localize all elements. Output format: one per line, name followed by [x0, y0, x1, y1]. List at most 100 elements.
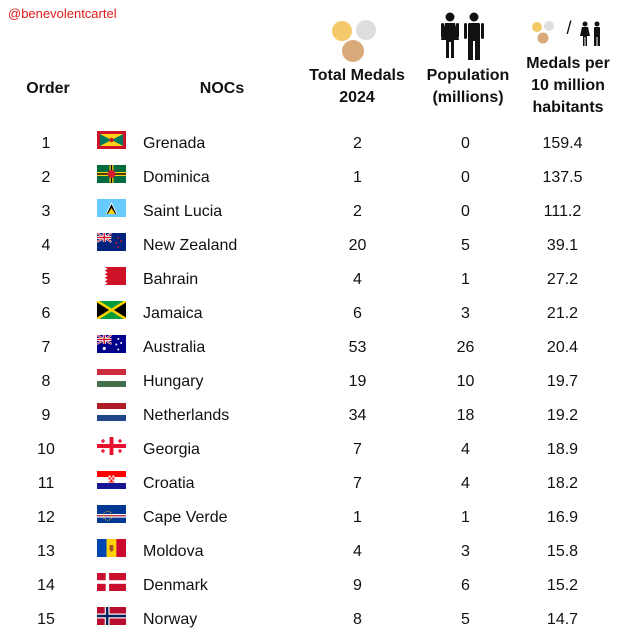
table-row: 4 New Zealand 20 5 39.1 — [0, 228, 640, 262]
table-row: 9 Netherlands 34 18 19.2 — [0, 398, 640, 432]
row-order: 3 — [41, 203, 51, 220]
row-order: 11 — [37, 475, 55, 492]
row-total-medals: 19 — [348, 373, 367, 390]
header-nocs: NOCs — [199, 80, 245, 97]
row-total-medals: 7 — [353, 441, 362, 458]
row-order: 14 — [37, 577, 55, 594]
row-order: 2 — [41, 169, 51, 186]
table-row: 8 Hungary 19 10 19.7 — [0, 364, 640, 398]
row-population: 10 — [456, 373, 475, 390]
table-row: 5 Bahrain 4 1 27.2 — [0, 262, 640, 296]
row-population: 4 — [461, 475, 470, 492]
cape-verde-flag — [97, 505, 126, 523]
header-order: Order — [26, 80, 70, 97]
row-order: 12 — [37, 509, 55, 526]
row-noc-name: Croatia — [143, 475, 195, 492]
grenada-flag — [97, 131, 126, 149]
header-total-medals: Total Medals 2024 — [302, 65, 412, 109]
medals-icon — [332, 20, 376, 62]
row-medals-per-10m: 16.9 — [546, 509, 579, 526]
row-medals-per-10m: 21.2 — [546, 305, 579, 322]
table-row: 1 Grenada 2 0 159.4 — [0, 126, 640, 160]
new-zealand-flag — [97, 233, 126, 251]
ratio-separator: / — [566, 18, 572, 38]
row-medals-per-10m: 18.9 — [546, 441, 579, 458]
header-rate-line2: 10 million — [531, 77, 605, 94]
row-noc-name: Hungary — [143, 373, 204, 390]
row-noc-name: Moldova — [143, 543, 204, 560]
row-noc-name: New Zealand — [143, 237, 238, 254]
row-total-medals: 2 — [353, 135, 362, 152]
dominica-flag — [97, 165, 126, 183]
row-total-medals: 7 — [353, 475, 362, 492]
row-population: 5 — [461, 237, 470, 254]
row-medals-per-10m: 20.4 — [546, 339, 579, 356]
row-order: 4 — [41, 237, 51, 254]
header-total-line1: Total Medals — [309, 67, 405, 84]
row-population: 26 — [456, 339, 475, 356]
row-medals-per-10m: 111.2 — [543, 203, 582, 220]
header-total-line2: 2024 — [339, 89, 375, 106]
row-population: 0 — [461, 169, 470, 186]
row-noc-name: Netherlands — [143, 407, 230, 424]
table-row: 15 Norway 8 5 14.7 — [0, 602, 640, 636]
australia-flag — [97, 335, 126, 353]
row-total-medals: 34 — [348, 407, 367, 424]
table-row: 10 Georgia 7 4 18.9 — [0, 432, 640, 466]
saint-lucia-flag — [97, 199, 126, 217]
row-noc-name: Saint Lucia — [143, 203, 223, 220]
row-medals-per-10m: 39.1 — [546, 237, 579, 254]
table-row: 2 Dominica 1 0 137.5 — [0, 160, 640, 194]
table-row: 3 Saint Lucia 2 0 111.2 — [0, 194, 640, 228]
header-medals-per-10m: Medals per 10 million habitants — [518, 53, 618, 119]
row-order: 8 — [41, 373, 51, 390]
table-row: 11 Croatia 7 4 18.2 — [0, 466, 640, 500]
denmark-flag — [97, 573, 126, 591]
watermark: @benevolentcartel — [8, 6, 117, 21]
bahrain-flag — [97, 267, 126, 285]
row-order: 15 — [37, 611, 55, 628]
table-row: 7 Australia 53 26 20.4 — [0, 330, 640, 364]
row-total-medals: 1 — [353, 509, 362, 526]
row-population: 1 — [461, 509, 470, 526]
row-order: 9 — [41, 407, 51, 424]
row-order: 1 — [41, 135, 51, 152]
row-medals-per-10m: 19.7 — [546, 373, 579, 390]
row-population: 3 — [461, 305, 470, 322]
row-total-medals: 9 — [353, 577, 362, 594]
hungary-flag — [97, 369, 126, 387]
row-order: 6 — [41, 305, 51, 322]
georgia-flag — [97, 437, 126, 455]
row-medals-per-10m: 137.5 — [542, 169, 583, 186]
row-medals-per-10m: 19.2 — [546, 407, 579, 424]
row-medals-per-10m: 159.4 — [542, 135, 583, 152]
table-row: 6 Jamaica 6 3 21.2 — [0, 296, 640, 330]
row-population: 4 — [461, 441, 470, 458]
row-medals-per-10m: 14.7 — [546, 611, 579, 628]
row-total-medals: 20 — [348, 237, 367, 254]
man-woman-icon — [441, 12, 484, 60]
row-noc-name: Cape Verde — [143, 509, 228, 526]
table-row: 12 Cape Verde 1 1 16.9 — [0, 500, 640, 534]
jamaica-flag — [97, 301, 126, 319]
row-total-medals: 2 — [353, 203, 362, 220]
row-noc-name: Georgia — [143, 441, 200, 458]
row-medals-per-10m: 27.2 — [546, 271, 579, 288]
row-noc-name: Australia — [143, 339, 206, 356]
row-noc-name: Jamaica — [143, 305, 203, 322]
medals-per-people-icon — [532, 21, 600, 46]
row-population: 6 — [461, 577, 470, 594]
table-row: 13 Moldova 4 3 15.8 — [0, 534, 640, 568]
table-row: 14 Denmark 9 6 15.2 — [0, 568, 640, 602]
row-noc-name: Dominica — [143, 169, 210, 186]
row-medals-per-10m: 18.2 — [546, 475, 579, 492]
row-population: 5 — [461, 611, 470, 628]
row-order: 5 — [41, 271, 51, 288]
header-rate-line3: habitants — [532, 99, 604, 116]
row-total-medals: 6 — [353, 305, 362, 322]
row-medals-per-10m: 15.2 — [546, 577, 579, 594]
row-population: 18 — [456, 407, 475, 424]
header-pop-line1: Population — [426, 67, 510, 84]
row-population: 3 — [461, 543, 470, 560]
row-order: 13 — [37, 543, 55, 560]
